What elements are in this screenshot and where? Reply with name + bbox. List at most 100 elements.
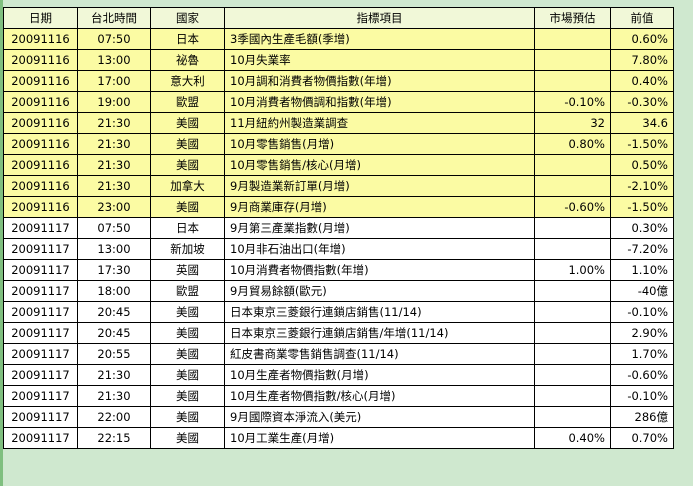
table-row: 20091117 22:00 美國 9月國際資本淨流入(美元) 286億 (3, 406, 674, 428)
cell-indicator: 日本東京三菱銀行連鎖店銷售(11/14) (224, 301, 535, 323)
cell-country: 新加坡 (150, 238, 225, 260)
cell-indicator: 11月紐約州製造業調查 (224, 112, 535, 134)
table-row: 20091117 22:15 美國 10月工業生產(月增) 0.40% 0.70% (3, 427, 674, 449)
cell-previous: 2.90% (610, 322, 674, 344)
cell-forecast: -0.10% (534, 91, 611, 113)
cell-indicator: 日本東京三菱銀行連鎖店銷售/年增(11/14) (224, 322, 535, 344)
cell-date: 20091117 (3, 406, 78, 428)
header-taipei-time: 台北時間 (77, 7, 151, 29)
cell-country: 美國 (150, 322, 225, 344)
cell-previous: -0.60% (610, 364, 674, 386)
cell-previous: 1.70% (610, 343, 674, 365)
cell-date: 20091117 (3, 385, 78, 407)
cell-country: 美國 (150, 196, 225, 218)
cell-date: 20091117 (3, 259, 78, 281)
economic-calendar-table: 日期 台北時間 國家 指標項目 市場預估 前值 20091116 07:50 日本 3… (3, 7, 674, 449)
cell-indicator: 10月失業率 (224, 49, 535, 71)
table-row: 20091117 21:30 美國 10月生產者物價指數/核心(月增) -0.10% (3, 385, 674, 407)
table-row: 20091117 07:50 日本 9月第三產業指數(月增) 0.30% (3, 217, 674, 239)
cell-time: 17:00 (77, 70, 151, 92)
cell-forecast (534, 301, 611, 323)
cell-previous: -0.10% (610, 385, 674, 407)
cell-country: 美國 (150, 133, 225, 155)
cell-indicator: 9月貿易餘額(歐元) (224, 280, 535, 302)
cell-indicator: 10月生產者物價指數/核心(月增) (224, 385, 535, 407)
cell-date: 20091116 (3, 70, 78, 92)
cell-indicator: 9月商業庫存(月增) (224, 196, 535, 218)
cell-time: 13:00 (77, 238, 151, 260)
cell-indicator: 9月製造業新訂單(月增) (224, 175, 535, 197)
cell-indicator: 紅皮書商業零售銷售調查(11/14) (224, 343, 535, 365)
table-row: 20091117 20:45 美國 日本東京三菱銀行連鎖店銷售/年增(11/14) 2.… (3, 322, 674, 344)
cell-forecast (534, 154, 611, 176)
cell-forecast (534, 322, 611, 344)
cell-time: 17:30 (77, 259, 151, 281)
cell-date: 20091117 (3, 280, 78, 302)
cell-previous: 0.50% (610, 154, 674, 176)
cell-forecast: 32 (534, 112, 611, 134)
cell-forecast (534, 70, 611, 92)
cell-date: 20091116 (3, 49, 78, 71)
cell-forecast: 0.40% (534, 427, 611, 449)
cell-indicator: 10月生產者物價指數(月增) (224, 364, 535, 386)
cell-previous: 0.60% (610, 28, 674, 50)
table-row: 20091116 21:30 美國 10月零售銷售(月增) 0.80% -1.50% (3, 133, 674, 155)
header-indicator: 指標項目 (224, 7, 535, 29)
cell-previous: -0.30% (610, 91, 674, 113)
cell-forecast (534, 364, 611, 386)
cell-country: 美國 (150, 343, 225, 365)
cell-previous: -1.50% (610, 196, 674, 218)
cell-country: 英國 (150, 259, 225, 281)
cell-time: 07:50 (77, 28, 151, 50)
cell-forecast (534, 28, 611, 50)
cell-forecast: -0.60% (534, 196, 611, 218)
cell-indicator: 3季國內生產毛額(季增) (224, 28, 535, 50)
cell-country: 歐盟 (150, 280, 225, 302)
cell-indicator: 10月零售銷售/核心(月增) (224, 154, 535, 176)
cell-forecast (534, 217, 611, 239)
cell-date: 20091117 (3, 301, 78, 323)
cell-previous: 34.6 (610, 112, 674, 134)
cell-time: 22:15 (77, 427, 151, 449)
cell-time: 07:50 (77, 217, 151, 239)
cell-previous: 0.70% (610, 427, 674, 449)
cell-forecast (534, 385, 611, 407)
table-row: 20091116 13:00 祕魯 10月失業率 7.80% (3, 49, 674, 71)
cell-country: 日本 (150, 28, 225, 50)
cell-indicator: 10月消費者物價調和指數(年增) (224, 91, 535, 113)
table-row: 20091117 20:45 美國 日本東京三菱銀行連鎖店銷售(11/14) -0.10… (3, 301, 674, 323)
table-row: 20091116 23:00 美國 9月商業庫存(月增) -0.60% -1.50% (3, 196, 674, 218)
table-row: 20091116 21:30 加拿大 9月製造業新訂單(月增) -2.10% (3, 175, 674, 197)
cell-forecast (534, 406, 611, 428)
cell-indicator: 10月工業生產(月增) (224, 427, 535, 449)
cell-country: 美國 (150, 301, 225, 323)
table-row: 20091117 13:00 新加坡 10月非石油出口(年增) -7.20% (3, 238, 674, 260)
table-row: 20091117 21:30 美國 10月生產者物價指數(月增) -0.60% (3, 364, 674, 386)
table-row: 20091116 07:50 日本 3季國內生產毛額(季增) 0.60% (3, 28, 674, 50)
cell-forecast (534, 175, 611, 197)
cell-date: 20091116 (3, 154, 78, 176)
cell-date: 20091116 (3, 28, 78, 50)
cell-country: 美國 (150, 385, 225, 407)
cell-indicator: 9月第三產業指數(月增) (224, 217, 535, 239)
cell-indicator: 10月調和消費者物價指數(年增) (224, 70, 535, 92)
cell-date: 20091116 (3, 133, 78, 155)
cell-country: 加拿大 (150, 175, 225, 197)
cell-country: 日本 (150, 217, 225, 239)
cell-previous: 286億 (610, 406, 674, 428)
cell-forecast (534, 49, 611, 71)
cell-indicator: 10月非石油出口(年增) (224, 238, 535, 260)
cell-country: 意大利 (150, 70, 225, 92)
table-row: 20091116 21:30 美國 11月紐約州製造業調查 32 34.6 (3, 112, 674, 134)
cell-previous: 0.40% (610, 70, 674, 92)
cell-previous: -1.50% (610, 133, 674, 155)
cell-forecast: 1.00% (534, 259, 611, 281)
cell-time: 18:00 (77, 280, 151, 302)
cell-time: 21:30 (77, 133, 151, 155)
cell-time: 21:30 (77, 112, 151, 134)
header-forecast: 市場預估 (534, 7, 611, 29)
header-previous: 前值 (610, 7, 674, 29)
header-row: 日期 台北時間 國家 指標項目 市場預估 前值 (3, 7, 674, 29)
cell-previous: 0.30% (610, 217, 674, 239)
cell-forecast (534, 280, 611, 302)
